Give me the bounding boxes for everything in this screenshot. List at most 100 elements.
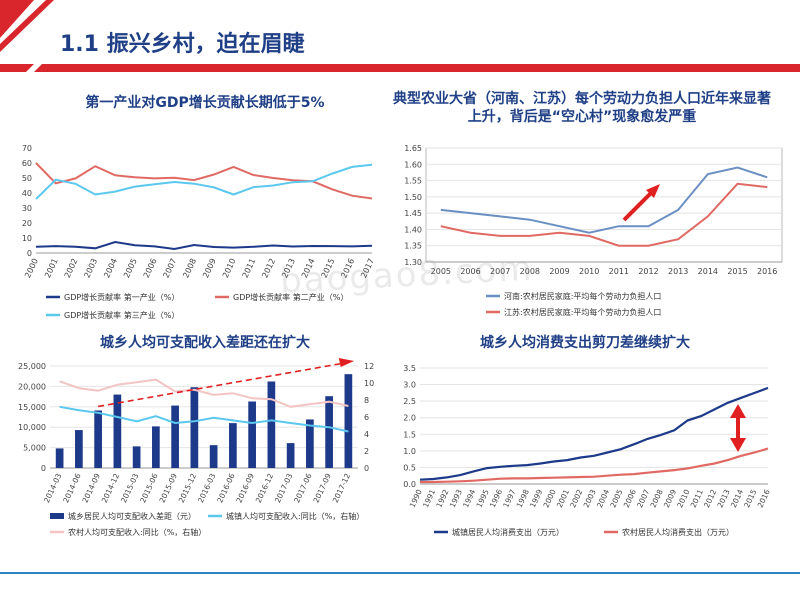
- x-tick-label: 2010: [221, 257, 238, 279]
- y-tick-label: 0: [27, 249, 32, 258]
- x-tick-label: 2003: [83, 257, 100, 279]
- y-left-tick-label: 5,000: [23, 444, 46, 453]
- header-decoration: [0, 0, 800, 72]
- x-tick-label: 2014-03: [42, 472, 63, 504]
- x-tick-label: 2016: [757, 267, 777, 276]
- header-underline-red: [34, 64, 800, 72]
- x-tick-label: 2016-06: [215, 472, 236, 504]
- x-tick-label: 2016-12: [254, 472, 275, 504]
- x-tick-label: 2015-12: [177, 472, 198, 504]
- bar: [306, 419, 314, 468]
- bar: [267, 381, 276, 468]
- x-tick-label: 2007: [162, 257, 179, 279]
- x-tick-label: 2009: [201, 257, 218, 279]
- y-tick-label: 3.0: [403, 381, 416, 390]
- x-tick-label: 2014-12: [100, 472, 121, 504]
- corner-stripe-red: [0, 0, 54, 52]
- x-tick-label: 2016: [756, 488, 772, 509]
- y-tick-label: 1.35: [404, 242, 422, 251]
- x-tick-label: 2017-09: [312, 472, 333, 504]
- chart4-title: 城乡人均消费支出剪刀差继续扩大: [480, 335, 690, 351]
- series-line-1: [440, 182, 768, 247]
- x-tick-label: 2009: [549, 267, 569, 276]
- legend-label-0: GDP增长贡献率 第一产业（%）: [64, 292, 179, 302]
- series-line-1: [420, 447, 769, 484]
- legend-label-0: 河南:农村居民家庭:平均每个劳动力负担人口: [504, 291, 661, 301]
- y-tick-label: 1.60: [404, 160, 422, 169]
- plot-frame: [425, 147, 783, 263]
- y-tick-label: 1.30: [404, 258, 422, 267]
- bar: [94, 410, 102, 468]
- legend-label-1: 城镇人均可支配收入:同比（%，右轴）: [226, 511, 364, 521]
- x-tick-label: 2011: [241, 257, 258, 279]
- legend-label-2: 农村人均可支配收入:同比（%，右轴）: [68, 527, 206, 537]
- bar: [152, 426, 160, 468]
- y-tick-label: 20: [22, 219, 32, 228]
- header: 1.1 振兴乡村，迫在眉睫: [0, 0, 800, 72]
- y-tick-label: 40: [22, 189, 32, 198]
- y-tick-label: 3.5: [403, 364, 416, 373]
- bar: [75, 430, 83, 468]
- x-tick-label: 2017-03: [273, 472, 294, 504]
- legend-label-0: 城乡居民人均可支配收入差距（元）: [68, 511, 196, 521]
- y-tick-label: 1.40: [404, 225, 422, 234]
- y-tick-label: 60: [22, 159, 32, 168]
- x-tick-label: 2007: [490, 267, 510, 276]
- corner-triangle-red: [0, 0, 34, 38]
- gap-arrow-head-top: [730, 404, 746, 418]
- x-tick-label: 2006: [460, 267, 480, 276]
- series-line-1: [35, 162, 373, 200]
- y-right-tick-label: 6: [364, 413, 369, 422]
- y-left-tick-label: 25,000: [18, 362, 46, 371]
- bar: [190, 387, 199, 468]
- y-right-tick-label: 0: [364, 464, 369, 473]
- bar: [248, 401, 256, 468]
- x-tick-label: 2015: [320, 257, 337, 279]
- x-tick-label: 2006: [142, 257, 159, 279]
- y-right-tick-label: 2: [364, 447, 369, 456]
- y-tick-label: 1.55: [404, 177, 422, 186]
- trend-arrow-head: [646, 184, 660, 198]
- x-tick-label: 2012: [638, 267, 658, 276]
- x-tick-label: 2008: [181, 257, 198, 279]
- y-tick-label: 70: [22, 144, 32, 153]
- y-left-tick-label: 10,000: [18, 423, 46, 432]
- chart4-consumption: 0.00.51.01.52.02.53.03.51990199119921993…: [403, 364, 772, 537]
- x-tick-label: 2008: [520, 267, 540, 276]
- x-tick-label: 2004: [102, 257, 119, 279]
- series-line-2: [59, 378, 349, 408]
- y-tick-label: 1.65: [404, 144, 422, 153]
- chart3-title: 城乡人均可支配收入差距还在扩大: [100, 335, 310, 351]
- footer-line: [0, 572, 800, 574]
- y-right-tick-label: 4: [364, 430, 369, 439]
- series-line-1: [59, 405, 349, 433]
- trend-arrow-head: [338, 358, 355, 367]
- bar: [55, 448, 64, 468]
- x-tick-label: 2000: [23, 257, 40, 279]
- x-tick-label: 2015-09: [158, 472, 179, 504]
- chart2-title: 典型农业大省（河南、江苏）每个劳动力负担人口近年来显著上升，背后是“空心村”现象…: [393, 91, 771, 125]
- y-right-tick-label: 10: [364, 379, 374, 388]
- x-tick-label: 2014: [698, 267, 718, 276]
- bar: [132, 446, 141, 468]
- bar: [229, 423, 237, 468]
- page-title: 1.1 振兴乡村，迫在眉睫: [60, 32, 305, 57]
- x-tick-label: 2012: [260, 257, 277, 279]
- chart1-title: 第一产业对GDP增长贡献长期低于5%: [85, 95, 325, 111]
- y-left-tick-label: 0: [41, 464, 46, 473]
- legend-label-0: 城镇居民人均消费支出（万元）: [452, 527, 564, 537]
- series-line-0: [419, 386, 769, 481]
- y-tick-label: 0.5: [403, 463, 416, 472]
- legend-label-1: GDP增长贡献率 第二产业（%）: [233, 292, 348, 302]
- y-right-tick-label: 8: [364, 396, 369, 405]
- x-tick-label: 2016-03: [196, 472, 217, 504]
- header-underline-left: [0, 64, 34, 72]
- series-line-2: [35, 163, 373, 200]
- legend-label-1: 江苏:农村居民家庭:平均每个劳动力负担人口: [504, 307, 661, 317]
- y-tick-label: 0.0: [403, 480, 416, 489]
- y-right-tick-label: 12: [364, 362, 374, 371]
- x-tick-label: 2014-06: [61, 472, 82, 504]
- bar: [325, 396, 333, 468]
- y-left-tick-label: 20,000: [18, 382, 46, 391]
- x-tick-label: 2014-09: [81, 472, 102, 504]
